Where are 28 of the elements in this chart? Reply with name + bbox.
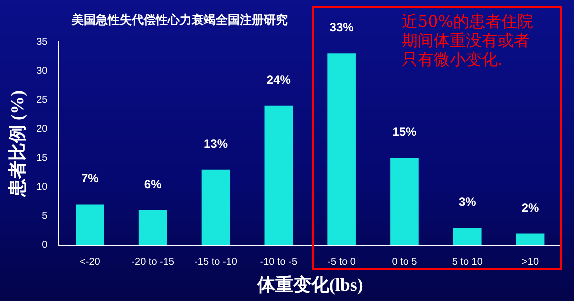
y-tick-label: 35: [36, 36, 48, 48]
y-tick-label: 15: [36, 152, 48, 164]
y-tick-label: 20: [36, 124, 48, 135]
annotation: 近50%的患者住院期间体重没有或者只有微小变化.: [402, 12, 534, 69]
y-tick-label: 0: [42, 240, 48, 252]
y-tick-label: 25: [36, 94, 48, 106]
y-tick-label: 5: [42, 211, 48, 222]
data-label: 2%: [522, 200, 540, 215]
y-axis-title: 患者比例 (%): [7, 90, 28, 198]
data-label: 7%: [82, 172, 100, 186]
x-tick-label: <-20: [80, 257, 101, 268]
x-tick-label: -5 to 0: [328, 257, 356, 268]
data-label: 6%: [144, 178, 162, 192]
x-tick-label: -10 to -5: [260, 257, 298, 268]
data-label: 3%: [458, 194, 477, 209]
data-label: 24%: [266, 72, 292, 87]
data-label: 13%: [204, 136, 228, 151]
y-tick-label: 30: [36, 66, 48, 77]
data-label: 15%: [392, 125, 418, 140]
x-axis-title: 体重变化(lbs): [256, 274, 364, 295]
y-tick-label: 10: [36, 182, 48, 194]
x-tick-label: -15 to -10: [194, 257, 238, 268]
x-tick-label: 0 to 5: [392, 257, 418, 268]
data-label: 33%: [330, 20, 354, 35]
chart-title: 美国急性失代偿性心力衰竭全国注册研究: [72, 12, 288, 29]
x-tick-label: >10: [522, 257, 540, 268]
x-tick-label: 5 to 10: [452, 257, 484, 268]
x-tick-label: -20 to -15: [132, 257, 175, 268]
